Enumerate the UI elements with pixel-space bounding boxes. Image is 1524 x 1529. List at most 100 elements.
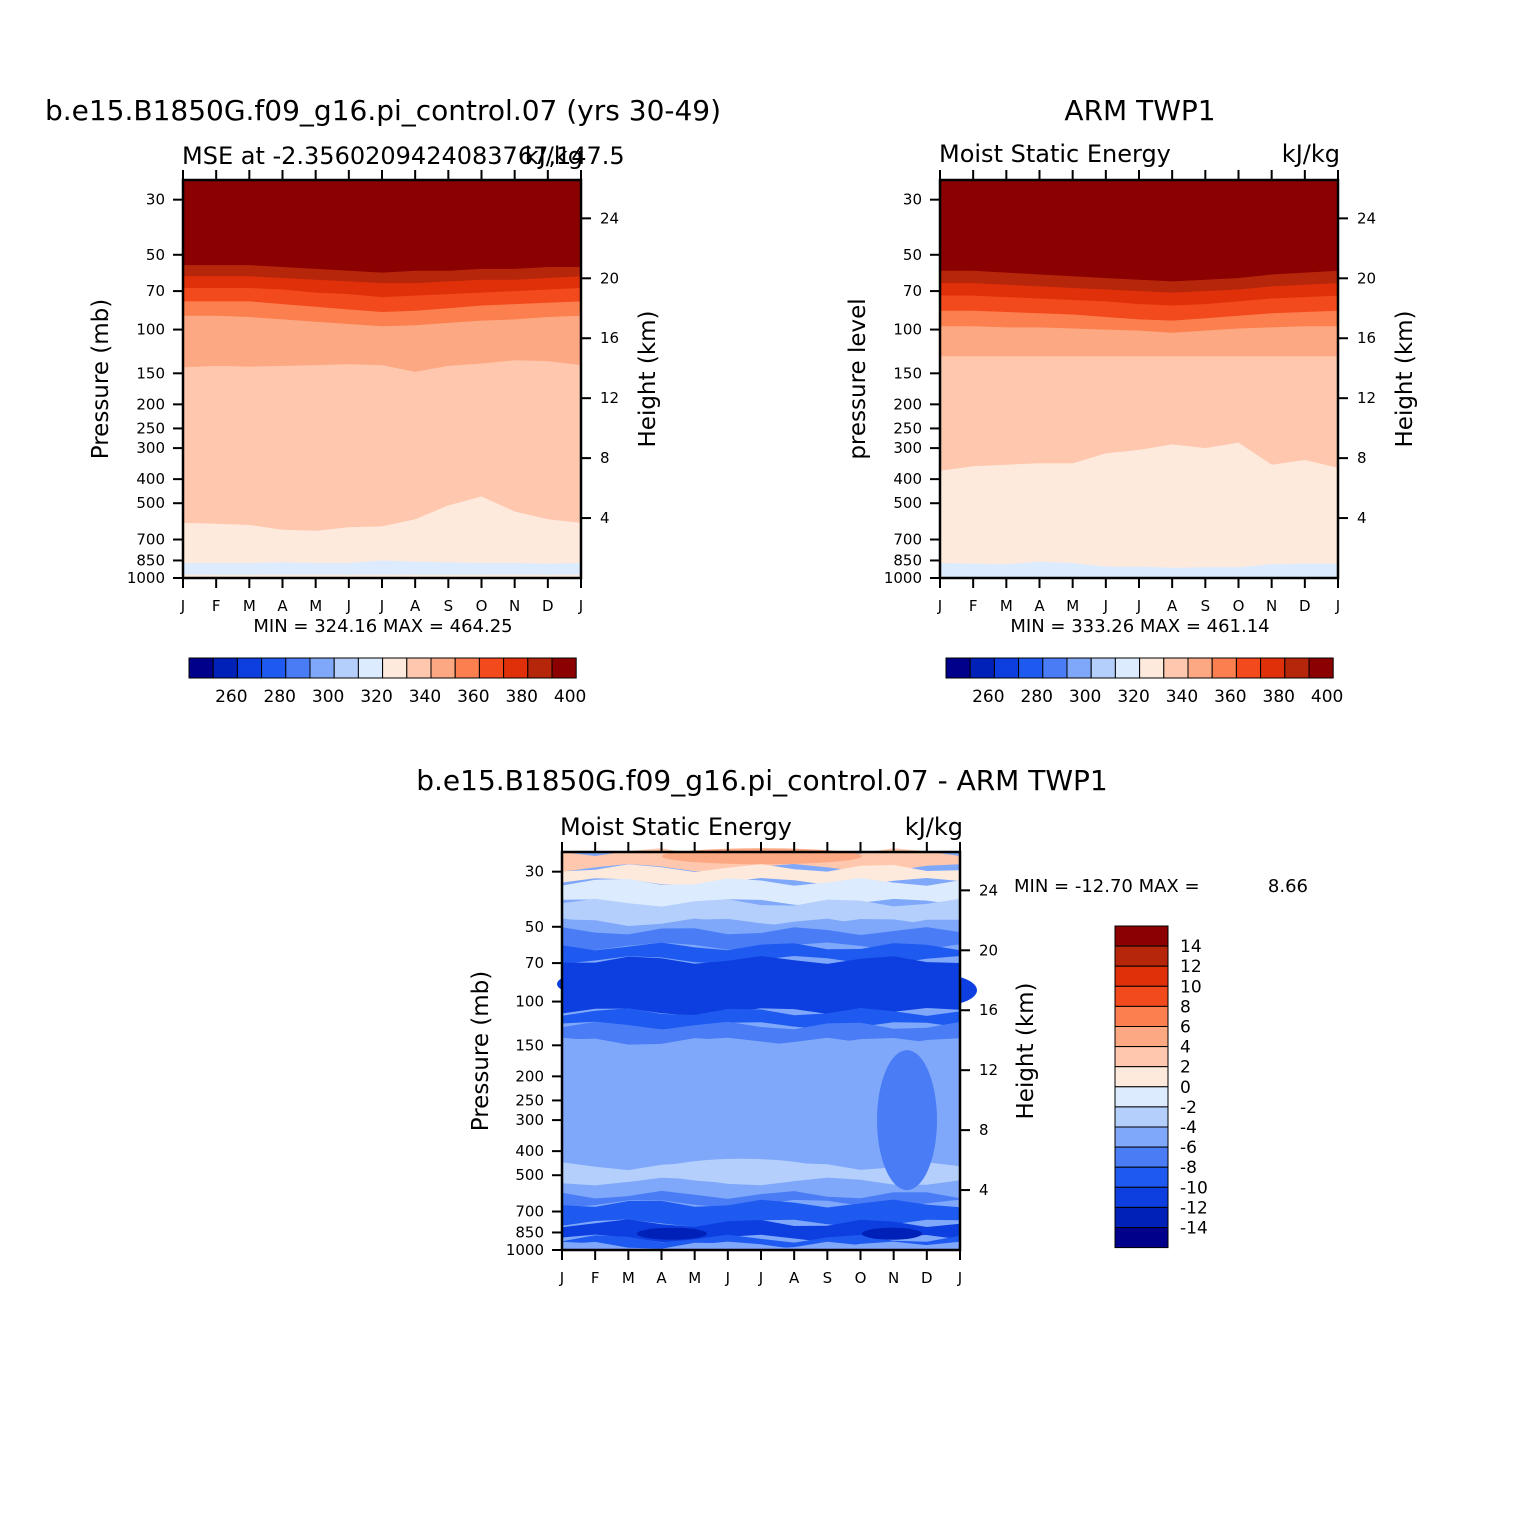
y-tick-label: 850: [893, 551, 922, 569]
colorbar-swatch: [285, 657, 311, 679]
diff-axes: J F M A M J J A S O N D J 30 50 70 100 150 200 250 300 400 500…: [506, 842, 998, 1287]
y-tick-label: 50: [146, 246, 165, 264]
colorbar-swatch: [309, 657, 335, 679]
colorbar-label: 280: [1021, 687, 1053, 707]
model-main-title: b.e15.B1850G.f09_g16.pi_control.07 (yrs …: [45, 94, 721, 127]
y-tick-label: 1000: [506, 1241, 544, 1259]
x-tick-label: F: [969, 597, 978, 615]
y2-tick-label: 20: [1357, 269, 1376, 287]
obs-stats: MIN = 333.26 MAX = 461.14: [1010, 616, 1269, 637]
x-tick-label: M: [1000, 597, 1013, 615]
colorbar-label: 380: [1263, 687, 1295, 707]
colorbar-swatch: [1114, 1046, 1169, 1068]
y2-tick-label: 16: [979, 1001, 998, 1019]
colorbar-swatch: [969, 657, 995, 679]
colorbar-swatch: [1114, 945, 1169, 967]
y-tick-label: 1000: [884, 569, 922, 587]
y2-tick-label: 8: [600, 449, 610, 467]
contour-cell: [637, 1227, 707, 1240]
y-tick-label: 850: [515, 1223, 544, 1241]
diff-ylabel-left: Pressure (mb): [468, 971, 494, 1131]
x-tick-label: D: [921, 1269, 933, 1287]
obs-axes: J F M A M J J A S O N D J 30 50 70 100 150 200 250 300 400 500…: [884, 170, 1376, 615]
contour-cell: [557, 970, 667, 999]
colorbar-swatch: [1114, 925, 1169, 947]
x-tick-label: A: [410, 597, 421, 615]
colorbar-label: 340: [1166, 687, 1198, 707]
colorbar-label: 2: [1180, 1058, 1191, 1078]
colorbar-swatch: [1211, 657, 1237, 679]
y-tick-label: 70: [903, 282, 922, 300]
y2-tick-label: 16: [1357, 329, 1376, 347]
y-tick-label: 200: [893, 395, 922, 413]
x-tick-label: M: [309, 597, 322, 615]
x-tick-label: J: [957, 1269, 962, 1287]
colorbar-swatch: [478, 657, 505, 679]
x-tick-label: F: [212, 597, 221, 615]
y-tick-label: 100: [136, 321, 165, 339]
x-tick-label: M: [1066, 597, 1079, 615]
colorbar-label: 320: [1117, 687, 1149, 707]
colorbar-swatch: [1018, 657, 1044, 679]
x-tick-label: J: [180, 597, 185, 615]
diff-plot: [557, 848, 977, 1250]
colorbar-swatch: [1114, 965, 1169, 987]
diff-stats-label: MIN = -12.70 MAX =: [1014, 876, 1200, 897]
y-tick-label: 1000: [127, 569, 165, 587]
colorbar-swatch: [236, 657, 263, 679]
x-tick-label: O: [855, 1269, 867, 1287]
colorbar-swatch: [1114, 1066, 1169, 1088]
colorbar-swatch: [1114, 1227, 1169, 1249]
colorbar-swatch: [945, 657, 971, 679]
x-tick-label: J: [1103, 597, 1108, 615]
y2-tick-label: 20: [979, 941, 998, 959]
contour-band: [940, 561, 1338, 578]
colorbar-swatch: [993, 657, 1020, 679]
colorbar-label: 4: [1180, 1038, 1191, 1058]
colorbar-label: 12: [1180, 957, 1202, 977]
colorbar-label: 6: [1180, 1018, 1191, 1038]
colorbar-swatch: [1114, 985, 1169, 1007]
contour-cell: [897, 974, 977, 1007]
y-tick-label: 150: [893, 364, 922, 382]
diff-right-title: kJ/kg: [905, 813, 963, 841]
colorbar-label: -8: [1180, 1158, 1197, 1178]
contour-band: [562, 1021, 960, 1046]
y-tick-label: 50: [525, 918, 544, 936]
y-tick-label: 300: [893, 439, 922, 457]
colorbar-swatch: [188, 657, 214, 679]
y-tick-label: 850: [136, 551, 165, 569]
model-stats: MIN = 324.16 MAX = 464.25: [253, 616, 512, 637]
y2-tick-label: 4: [600, 509, 610, 527]
colorbar-label: -4: [1180, 1118, 1197, 1138]
y-tick-label: 400: [515, 1142, 544, 1160]
x-tick-label: N: [509, 597, 520, 615]
y-tick-label: 100: [893, 321, 922, 339]
colorbar-swatch: [1114, 1146, 1169, 1168]
y-tick-label: 70: [525, 954, 544, 972]
y2-tick-label: 12: [979, 1061, 998, 1079]
x-tick-label: A: [789, 1269, 800, 1287]
colorbar-label: 0: [1180, 1078, 1191, 1098]
y-tick-label: 300: [136, 439, 165, 457]
y-tick-label: 500: [136, 494, 165, 512]
y-tick-label: 500: [515, 1166, 544, 1184]
x-tick-label: J: [578, 597, 583, 615]
y-tick-label: 70: [146, 282, 165, 300]
contour-band: [562, 1190, 960, 1208]
y2-tick-label: 8: [1357, 449, 1367, 467]
y-tick-label: 30: [903, 191, 922, 209]
x-tick-label: M: [688, 1269, 701, 1287]
model-plot: [183, 180, 581, 578]
colorbar-label: -2: [1180, 1098, 1197, 1118]
x-tick-label: N: [888, 1269, 899, 1287]
y-tick-label: 100: [515, 993, 544, 1011]
colorbar-label: 360: [457, 687, 489, 707]
x-tick-label: D: [1299, 597, 1311, 615]
y2-tick-label: 12: [600, 389, 619, 407]
obs-left-title: Moist Static Energy: [939, 140, 1171, 168]
x-tick-label: M: [243, 597, 256, 615]
contour-band: [183, 496, 581, 578]
obs-plot: [940, 180, 1338, 578]
